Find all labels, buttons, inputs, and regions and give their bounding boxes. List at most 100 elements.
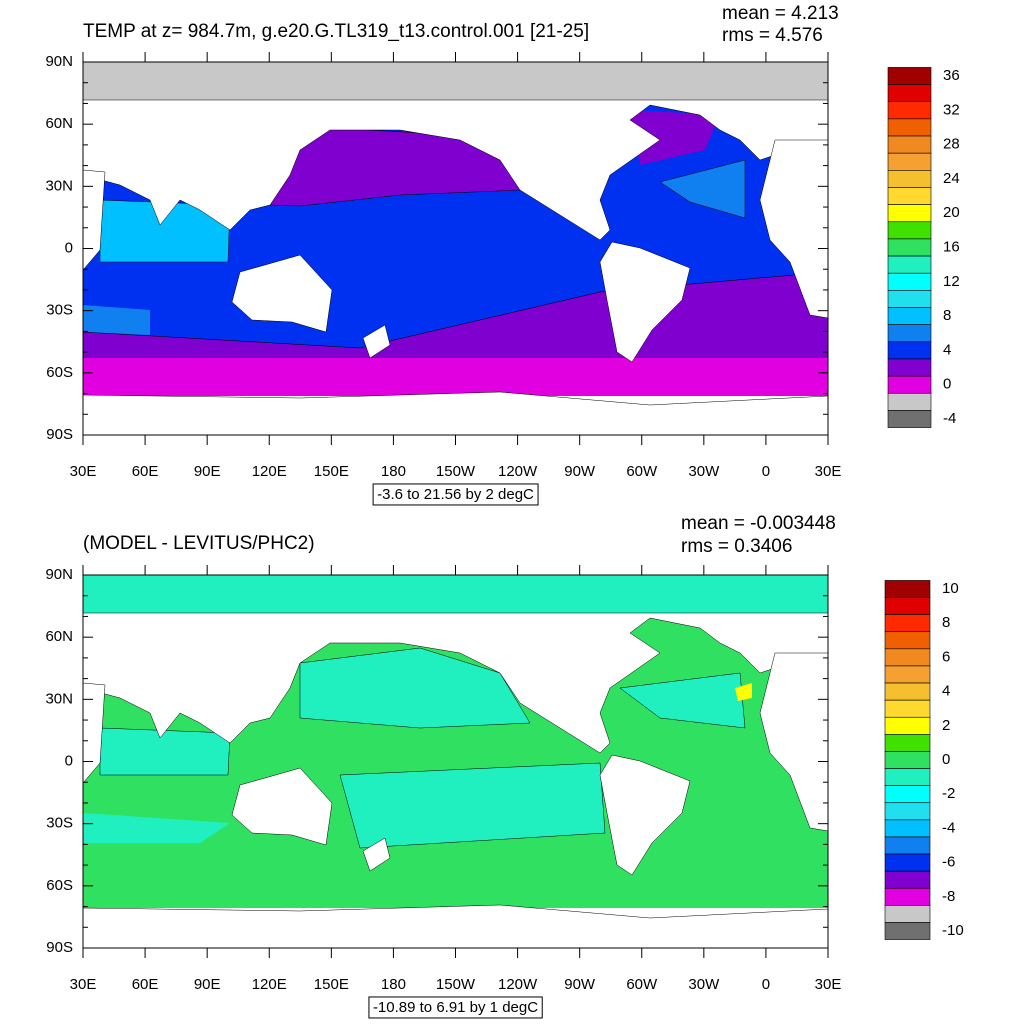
lat-label: 0: [65, 752, 73, 769]
colorbar-box: [884, 905, 931, 923]
colorbar-box: [887, 118, 932, 137]
range-note-box: [372, 483, 539, 506]
lat-label: 30N: [45, 177, 73, 194]
colorbar-box: [884, 836, 931, 855]
lon-label: 60W: [626, 976, 658, 993]
colorbar-box: [884, 648, 931, 667]
ocean-region: [630, 110, 720, 165]
lon-label: 120E: [252, 463, 287, 480]
colorbar-box: [887, 307, 932, 325]
ocean-region: [83, 62, 828, 102]
ocean-region: [83, 575, 828, 615]
lat-label: 0: [65, 239, 73, 256]
lat-label: 30S: [46, 815, 73, 832]
lon-label: 90E: [194, 976, 221, 993]
range-note: -3.6 to 21.56 by 2 degC: [377, 486, 534, 503]
lon-label: 30E: [815, 976, 842, 993]
colorbar-label: 10: [942, 580, 959, 597]
range-note: -10.89 to 6.91 by 1 degC: [373, 999, 538, 1016]
lon-label: 60W: [626, 463, 658, 480]
colorbar-box: [884, 716, 931, 735]
colorbar-label: 0: [942, 751, 950, 768]
colorbar-label: 20: [943, 204, 960, 221]
lat-label: 90S: [46, 426, 73, 443]
colorbar-label: 4: [943, 341, 951, 358]
colorbar-box: [887, 358, 932, 377]
lon-label: 30E: [815, 463, 842, 480]
lon-label: 0: [762, 463, 770, 480]
lon-label: 90E: [194, 463, 221, 480]
lon-label: 90W: [564, 976, 596, 993]
ocean-region: [83, 358, 828, 396]
lon-label: 30W: [688, 463, 720, 480]
colorbar-box: [887, 187, 932, 205]
colorbar-box: [887, 204, 932, 223]
rms-label: rms = 0.3406: [681, 536, 792, 557]
lat-label: 90N: [45, 566, 73, 583]
colorbar-box: [887, 324, 932, 343]
lat-label: 60S: [46, 364, 73, 381]
lon-label: 150E: [314, 976, 349, 993]
lon-label: 60E: [132, 463, 159, 480]
colorbar-box: [887, 392, 932, 411]
colorbar-box: [884, 887, 931, 906]
lon-label: 30E: [70, 463, 97, 480]
lon-label: 180: [381, 976, 406, 993]
colorbar-label: 8: [943, 307, 951, 324]
lon-label: 150E: [314, 463, 349, 480]
colorbar-box: [884, 614, 931, 633]
lon-label: 0: [762, 976, 770, 993]
colorbar-box: [884, 580, 931, 598]
lon-label: 150W: [436, 976, 476, 993]
colorbar-label: 32: [943, 101, 960, 118]
colorbar-box: [887, 410, 932, 428]
colorbar-label: -10: [942, 922, 964, 939]
lat-label: 60S: [46, 877, 73, 894]
colorbar-box: [887, 84, 932, 103]
colorbar-box: [884, 870, 931, 889]
colorbar-box: [887, 290, 932, 308]
rms-label: rms = 4.576: [722, 25, 823, 46]
colorbar-label: 24: [943, 170, 960, 187]
colorbar-box: [887, 375, 932, 394]
colorbar-box: [887, 135, 932, 154]
lon-label: 120W: [498, 976, 538, 993]
colorbar-box: [887, 238, 932, 257]
colorbar-label: 8: [942, 614, 950, 631]
colorbar-box: [884, 819, 931, 838]
ocean-region: [83, 813, 230, 843]
colorbar-box: [884, 665, 931, 684]
colorbar-box: [887, 255, 932, 274]
colorbar-box: [884, 785, 931, 804]
colorbar-label: 2: [942, 717, 950, 734]
colorbar-box: [887, 152, 932, 171]
colorbar-label: -4: [943, 410, 956, 427]
colorbar-box: [884, 751, 931, 769]
ocean-region: [339, 762, 606, 849]
colorbar-label: 12: [943, 273, 960, 290]
lon-label: 120E: [252, 976, 287, 993]
lat-label: 90S: [46, 939, 73, 956]
lon-label: 30E: [70, 976, 97, 993]
colorbar-box: [887, 221, 932, 240]
lon-label: 180: [381, 463, 406, 480]
plot-title: TEMP at z= 984.7m, g.e20.G.TL319_t13.con…: [83, 21, 589, 42]
lat-label: 90N: [45, 53, 73, 70]
colorbar-box: [887, 101, 932, 120]
colorbar-box: [884, 699, 931, 718]
colorbar-label: 28: [943, 136, 960, 153]
colorbar-box: [884, 802, 931, 821]
mean-label: mean = 4.213: [722, 3, 839, 24]
lon-label: 60E: [132, 976, 159, 993]
range-note-box: [368, 996, 543, 1019]
colorbar-label: -2: [942, 785, 955, 802]
plot-title: (MODEL - LEVITUS/PHC2): [83, 533, 315, 554]
colorbar-box: [887, 67, 932, 85]
colorbar-label: 36: [943, 67, 960, 84]
colorbar-label: -4: [942, 819, 955, 836]
lon-label: 90W: [564, 463, 596, 480]
colorbar-box: [884, 631, 931, 650]
ocean-region: [735, 683, 752, 701]
map-panel: (MODEL - LEVITUS/PHC2) mean = -0.003448rm…: [45, 513, 964, 1019]
colorbar-label: 6: [942, 648, 950, 665]
